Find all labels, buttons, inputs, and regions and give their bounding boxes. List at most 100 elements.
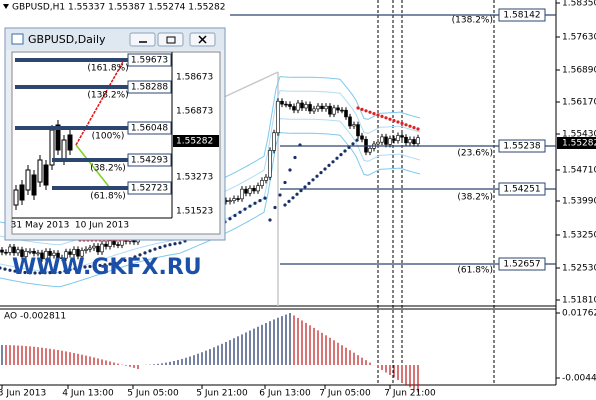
candle-body	[112, 240, 116, 245]
candle-body	[264, 176, 268, 181]
sar-dot	[73, 266, 77, 271]
sar-dot	[412, 126, 416, 130]
watermark: WWW.GKFX.RU	[12, 255, 202, 280]
sar-dot	[143, 251, 147, 255]
sar-dot	[23, 270, 27, 275]
price-label: 1.58350	[562, 0, 596, 9]
candle-body	[276, 100, 280, 134]
sar-dot	[315, 174, 319, 178]
candle-body	[44, 251, 48, 260]
candle-body	[396, 135, 400, 141]
candle-body	[256, 185, 260, 192]
sar-dot	[278, 193, 282, 197]
candle-body	[32, 250, 36, 254]
inset-fib-price-box	[127, 153, 172, 167]
sar-dot	[343, 149, 347, 153]
sar-dot	[43, 271, 47, 275]
inset-time-label: 31 May 2013	[11, 221, 70, 231]
inset-price-label: 1.58673	[176, 73, 213, 83]
sar-dot	[128, 257, 132, 261]
candle-body	[108, 240, 112, 247]
sar-dot	[118, 260, 122, 264]
maximize-glyph	[166, 36, 176, 44]
candle-body	[252, 188, 256, 192]
header-icon	[3, 4, 9, 9]
sar-dot	[376, 113, 380, 117]
sar-dot	[396, 120, 400, 124]
candle-body	[312, 108, 316, 112]
price-label: 1.53990	[562, 197, 596, 207]
inset-fib-price: 1.54293	[131, 156, 168, 166]
candle-body	[84, 248, 88, 251]
inset-fib-price: 1.58288	[131, 83, 168, 93]
sar-dot	[408, 124, 412, 128]
candle-body	[404, 136, 408, 144]
fib-percent: (61.8%)	[457, 266, 493, 276]
time-label: 4 Jun 13:00	[62, 389, 114, 399]
candle-body	[356, 124, 360, 137]
sar-dot	[307, 181, 311, 185]
candle-body	[36, 252, 40, 255]
sar-dot	[178, 241, 182, 245]
candle-body	[360, 135, 364, 140]
inset-time-label: 10 Jun 2013	[75, 221, 129, 231]
candle-body	[304, 104, 308, 109]
sar-dot	[28, 271, 32, 275]
inset-candle-body	[25, 169, 31, 191]
sar-dot	[283, 180, 287, 185]
candle-body	[280, 100, 284, 105]
inset-candle-body	[19, 184, 25, 201]
candle-body	[380, 136, 384, 143]
inset-fib-price-box	[127, 53, 172, 67]
minimize-button[interactable]	[129, 32, 156, 47]
candle-body	[80, 250, 84, 257]
sar-dot	[356, 106, 360, 110]
maximize-button[interactable]	[157, 32, 184, 47]
price-label: 1.54710	[562, 166, 596, 176]
sar-dot	[295, 192, 299, 196]
inset-price-label: 1.53273	[176, 173, 213, 183]
candle-body	[52, 252, 56, 256]
sar-dot	[103, 263, 107, 267]
candle-body	[88, 247, 92, 250]
inset-arrow	[75, 59, 125, 146]
time-label: 7 Jun 05:00	[319, 389, 371, 399]
candle-body	[296, 102, 300, 111]
sar-dot	[8, 268, 12, 272]
candle-body	[408, 139, 412, 144]
sar-dot	[98, 263, 102, 268]
sar-dot	[123, 258, 127, 263]
sar-dot	[88, 264, 92, 269]
sar-dot	[299, 189, 303, 193]
inset-fib-price: 1.56048	[131, 124, 168, 134]
sar-dot	[288, 168, 292, 172]
candle-body	[56, 252, 60, 258]
candle-body	[28, 250, 32, 253]
sar-dot	[63, 269, 67, 273]
sar-dot	[148, 249, 152, 253]
candle-body	[348, 116, 352, 127]
sar-dot	[360, 107, 364, 111]
sar-dot	[13, 269, 17, 273]
inset-candle-body	[43, 164, 49, 186]
sar-dot	[416, 127, 420, 131]
sar-dot	[78, 266, 82, 270]
candle-body	[72, 249, 76, 255]
candle-body	[316, 105, 320, 110]
inset-candle-body	[61, 139, 67, 161]
sar-dot	[83, 265, 87, 269]
candle-body	[400, 135, 404, 138]
candle-body	[288, 104, 292, 107]
candle-body	[324, 105, 328, 110]
candle-body	[68, 251, 72, 255]
candle-body	[96, 245, 100, 253]
time-label: 5 Jun 21:00	[196, 389, 248, 399]
sar-dot	[248, 204, 252, 208]
fib-price: 1.54251	[503, 185, 540, 195]
sar-dot	[138, 253, 142, 257]
sar-dot	[253, 201, 257, 205]
sar-dot	[18, 270, 22, 274]
fib-price: 1.55238	[503, 142, 540, 152]
candle-body	[60, 257, 64, 259]
